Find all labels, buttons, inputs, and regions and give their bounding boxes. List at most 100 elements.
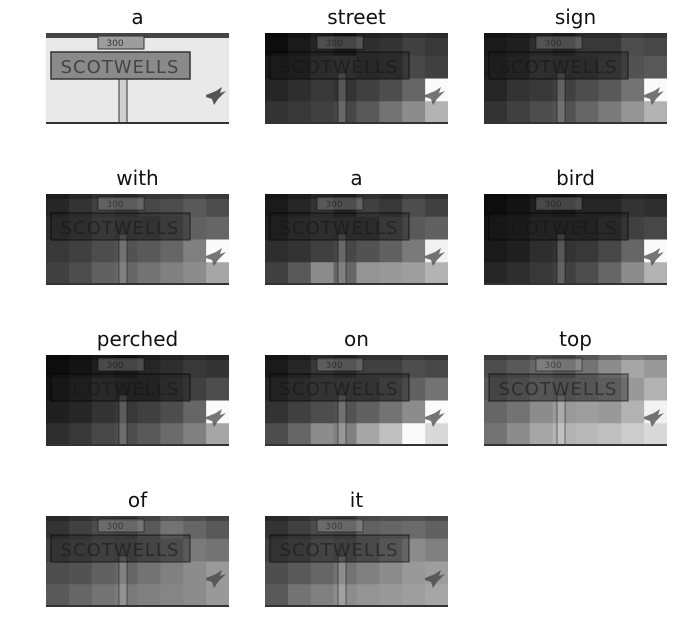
attention-cell <box>310 423 335 446</box>
attention-cell <box>137 262 161 285</box>
attention-cell <box>575 262 599 285</box>
street-sign-text: SCOTWELLS <box>280 57 399 78</box>
attention-cell <box>484 33 508 57</box>
number-sign <box>316 196 364 211</box>
attention-cell <box>506 216 531 240</box>
attention-cell <box>333 239 358 263</box>
attention-cell <box>183 377 207 401</box>
attention-cell <box>137 538 161 562</box>
attention-cell <box>552 355 577 379</box>
attention-cell <box>402 239 426 263</box>
street-sign <box>488 212 629 241</box>
attention-cell <box>552 262 577 285</box>
attention-cell <box>91 377 116 401</box>
attention-cell <box>333 400 358 424</box>
attention-cell <box>402 538 426 562</box>
attention-cell <box>402 423 426 446</box>
attention-cell <box>425 584 448 607</box>
overhead-wire <box>46 194 229 199</box>
attention-cell <box>68 584 93 607</box>
panel-image: 300 SCOTWELLS <box>265 355 448 446</box>
attention-cell <box>287 516 312 540</box>
bird <box>425 570 445 588</box>
attention-cell <box>160 239 184 263</box>
panel-word-title: sign <box>554 5 597 29</box>
bird <box>206 87 226 105</box>
attention-cell <box>529 33 554 57</box>
attention-cell <box>425 55 448 79</box>
attention-cell <box>356 78 380 102</box>
attention-cell <box>506 262 531 285</box>
attention-cell <box>287 239 312 263</box>
attention-cell <box>310 400 335 424</box>
bird <box>425 409 445 427</box>
panel-image: 300 SCOTWELLS <box>265 516 448 607</box>
image-bottom-edge <box>46 283 229 285</box>
attention-cell <box>484 78 508 102</box>
overhead-wire <box>265 355 448 360</box>
attention-cell <box>529 355 554 379</box>
attention-cell <box>183 400 207 424</box>
attention-cell <box>402 33 426 57</box>
attention-panel: a 300 SCOTWELLS <box>265 166 448 285</box>
attention-cell <box>379 216 403 240</box>
attention-cell <box>183 194 207 218</box>
attention-cell <box>114 262 139 285</box>
attention-cell <box>552 194 577 218</box>
sign-pole <box>118 233 128 285</box>
panel-image: 300 SCOTWELLS <box>484 194 667 285</box>
image-bottom-edge <box>484 444 667 446</box>
attention-cell <box>402 55 426 79</box>
attention-cell <box>484 377 508 401</box>
attention-cell <box>644 55 667 79</box>
attention-panel: of 300 SCOTWELLS <box>46 488 229 607</box>
sign-pole <box>337 394 347 446</box>
attention-cell <box>333 377 358 401</box>
attention-cell <box>310 33 335 57</box>
street-sign <box>50 51 191 80</box>
attention-cell <box>425 538 448 562</box>
attention-cell <box>46 516 70 540</box>
attention-cell <box>598 194 622 218</box>
attention-cell <box>379 516 403 540</box>
attention-cell <box>425 355 448 379</box>
attention-cell <box>379 423 403 446</box>
attention-cell <box>644 194 667 218</box>
image-bottom-edge <box>265 122 448 124</box>
attention-cell <box>310 55 335 79</box>
attention-cell <box>506 101 531 124</box>
number-sign-text: 300 <box>544 39 561 49</box>
attention-cell <box>333 78 358 102</box>
attention-cell <box>484 400 508 424</box>
attention-cell <box>265 216 289 240</box>
attention-cell <box>356 516 380 540</box>
street-sign-text: SCOTWELLS <box>280 218 399 239</box>
attention-cell <box>183 216 207 240</box>
attention-cell <box>206 584 229 607</box>
number-sign <box>97 357 145 372</box>
attention-cell <box>575 400 599 424</box>
attention-cell <box>265 423 289 446</box>
attention-cell <box>206 516 229 540</box>
attention-cell <box>644 262 667 285</box>
attention-cell <box>206 216 229 240</box>
attention-cell <box>529 400 554 424</box>
bird <box>206 248 226 266</box>
attention-cell <box>68 239 93 263</box>
attention-cell <box>333 33 358 57</box>
attention-cell <box>598 239 622 263</box>
number-sign-text: 300 <box>544 200 561 210</box>
attention-cell <box>160 194 184 218</box>
attention-cell <box>183 262 207 285</box>
sign-pole <box>118 394 128 446</box>
number-sign-text: 300 <box>106 522 123 532</box>
attention-cell <box>68 355 93 379</box>
attention-panel: top 300 SCOTWELLS <box>484 327 667 446</box>
attention-cell <box>484 194 508 218</box>
attention-cell <box>310 377 335 401</box>
attention-cell <box>484 55 508 79</box>
attention-cell <box>137 194 161 218</box>
attention-cell <box>644 423 667 446</box>
attention-cell <box>287 101 312 124</box>
attention-cell <box>68 423 93 446</box>
